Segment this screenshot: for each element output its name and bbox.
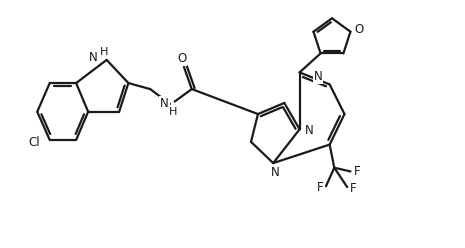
Text: O: O	[177, 52, 186, 65]
Text: N: N	[88, 51, 97, 64]
Text: O: O	[354, 23, 364, 36]
Text: F: F	[354, 165, 361, 178]
Text: H: H	[169, 107, 178, 117]
Text: N: N	[305, 124, 313, 137]
Text: F: F	[317, 181, 324, 194]
Text: N: N	[314, 70, 322, 83]
Text: N: N	[271, 166, 279, 179]
Text: F: F	[350, 182, 356, 195]
Text: H: H	[100, 47, 108, 57]
Text: Cl: Cl	[28, 136, 40, 149]
Text: N: N	[160, 97, 169, 110]
